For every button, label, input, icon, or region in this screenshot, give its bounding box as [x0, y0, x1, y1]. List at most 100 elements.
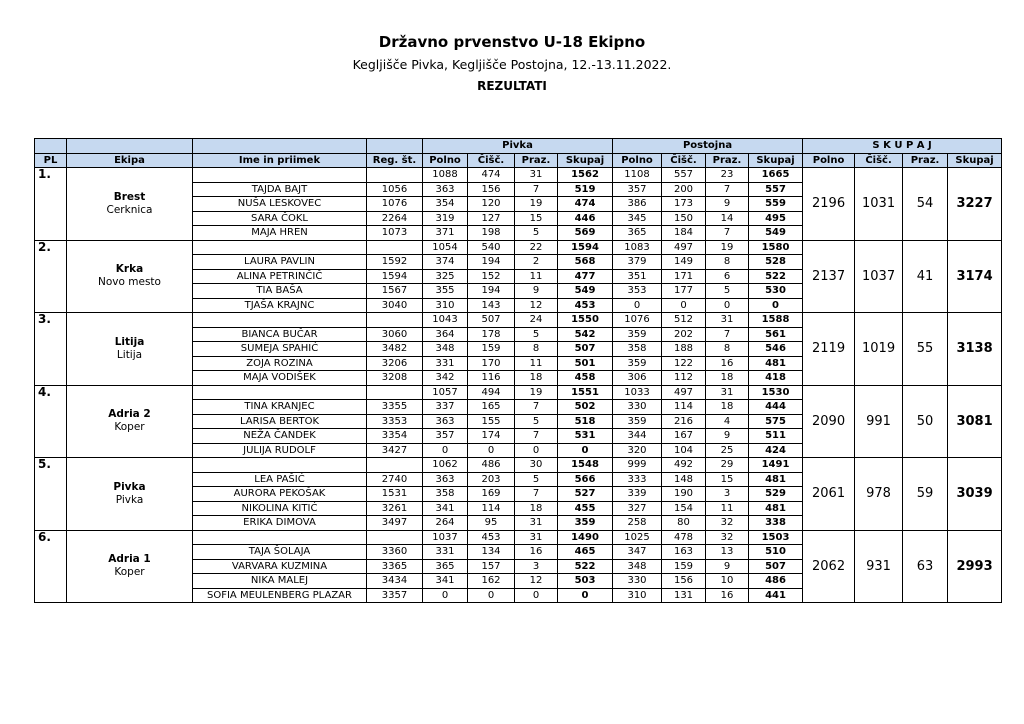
team-row: 2. Krka Novo mesto 1054 540 22 1594 1083 497 19 15… — [34, 239, 1003, 313]
player-score: 5 — [514, 413, 558, 429]
column-header: Praz. — [514, 152, 558, 168]
reg-number: 1592 — [366, 254, 423, 270]
team-score: 1033 — [612, 384, 662, 400]
player-score: 152 — [467, 268, 515, 284]
team-score: 1594 — [557, 239, 613, 255]
player-row: TAJA ŠOLAJA 3360 331 134 16 465 347 163 13 510 — [35, 544, 1002, 560]
player-score: 11 — [514, 268, 558, 284]
player-score: 561 — [747, 326, 804, 342]
column-header-row: PL Ekipa Ime in priimek Reg. št. Polno Čišč. P… — [34, 152, 1003, 168]
team-name: Pivka — [113, 480, 146, 493]
player-name: LEA PAŠIĆ — [192, 471, 367, 487]
total-score: 1019 — [854, 312, 904, 386]
player-score: 148 — [661, 471, 706, 487]
player-score: 5 — [514, 326, 558, 342]
player-score: 11 — [705, 500, 749, 516]
player-score: 333 — [612, 471, 662, 487]
player-score: 310 — [612, 587, 662, 603]
player-name: AURORA PEKOŠAK — [192, 486, 367, 502]
player-row: TIA BAŠA 1567 355 194 9 549 353 177 5 530 — [35, 283, 1002, 299]
total-score: 2137 — [802, 239, 856, 313]
team-city: Koper — [114, 566, 145, 579]
player-score: 200 — [661, 181, 706, 197]
player-score: 458 — [557, 370, 613, 386]
total-score: 3081 — [947, 384, 1003, 458]
reg-number: 3354 — [366, 428, 423, 444]
player-row: LARISA BERTOK 3353 363 155 5 518 359 216 4 575 — [35, 413, 1002, 429]
player-score: 330 — [612, 573, 662, 589]
reg-number: 3355 — [366, 399, 423, 415]
player-score: 0 — [612, 297, 662, 313]
player-score: 569 — [557, 225, 613, 241]
player-score: 374 — [422, 254, 468, 270]
player-score: 481 — [747, 355, 804, 371]
player-score: 157 — [467, 558, 515, 574]
team-row: 4. Adria 2 Koper 1057 494 19 1551 1033 497 31 1530… — [34, 384, 1003, 458]
player-score: 154 — [661, 500, 706, 516]
reg-number: 3497 — [366, 515, 423, 531]
player-score: 359 — [612, 326, 662, 342]
player-score: 150 — [661, 210, 706, 226]
player-score: 18 — [705, 370, 749, 386]
player-name: TJAŠA KRAJNC — [192, 297, 367, 313]
player-score: 357 — [612, 181, 662, 197]
team-city: Litija — [116, 348, 143, 361]
team-score: 19 — [514, 384, 558, 400]
group-skupaj: S K U P A J — [802, 138, 1003, 154]
team-score: 507 — [467, 312, 515, 328]
player-score: 18 — [514, 500, 558, 516]
player-score: 446 — [557, 210, 613, 226]
player-score: 546 — [747, 341, 804, 357]
player-score: 198 — [467, 225, 515, 241]
team-score: 32 — [705, 529, 749, 545]
column-header: Praz. — [902, 152, 949, 168]
player-score: 194 — [467, 254, 515, 270]
team-score: 1088 — [422, 167, 468, 183]
player-score: 3 — [705, 486, 749, 502]
player-score: 2 — [514, 254, 558, 270]
player-score: 7 — [514, 428, 558, 444]
player-score: 359 — [557, 515, 613, 531]
player-score: 331 — [422, 355, 468, 371]
player-score: 542 — [557, 326, 613, 342]
player-score: 6 — [705, 268, 749, 284]
player-name — [192, 529, 367, 545]
player-score: 331 — [422, 544, 468, 560]
player-score: 347 — [612, 544, 662, 560]
player-score: 120 — [467, 196, 515, 212]
player-score: 0 — [514, 587, 558, 603]
column-header: Skupaj — [557, 152, 613, 168]
player-score: 7 — [514, 486, 558, 502]
player-score: 518 — [557, 413, 613, 429]
blank-header — [66, 138, 193, 154]
player-score: 7 — [705, 326, 749, 342]
player-score: 364 — [422, 326, 468, 342]
player-score: 341 — [422, 500, 468, 516]
player-score: 363 — [422, 413, 468, 429]
player-score: 495 — [747, 210, 804, 226]
player-score: 0 — [747, 297, 804, 313]
player-name: NUŠA LESKOVEC — [192, 196, 367, 212]
total-score: 1031 — [854, 167, 904, 241]
player-name: NEŽA ČANDEK — [192, 428, 367, 444]
player-score: 474 — [557, 196, 613, 212]
total-score: 2062 — [802, 529, 856, 603]
player-name: LAURA PAVLIN — [192, 254, 367, 270]
reg-number — [366, 239, 423, 255]
team-score: 486 — [467, 457, 515, 473]
player-score: 15 — [705, 471, 749, 487]
total-score: 2993 — [947, 529, 1003, 603]
reg-number: 3353 — [366, 413, 423, 429]
player-name: JULIJA RUDOLF — [192, 442, 367, 458]
total-score: 2090 — [802, 384, 856, 458]
team-city: Koper — [114, 421, 145, 434]
reg-number: 3357 — [366, 587, 423, 603]
player-score: 194 — [467, 283, 515, 299]
player-name: NIKA MALEJ — [192, 573, 367, 589]
player-name: SARA ČOKL — [192, 210, 367, 226]
team-score: 1054 — [422, 239, 468, 255]
reg-number: 3206 — [366, 355, 423, 371]
reg-number — [366, 167, 423, 183]
total-score: 3138 — [947, 312, 1003, 386]
column-header: Polno — [422, 152, 468, 168]
